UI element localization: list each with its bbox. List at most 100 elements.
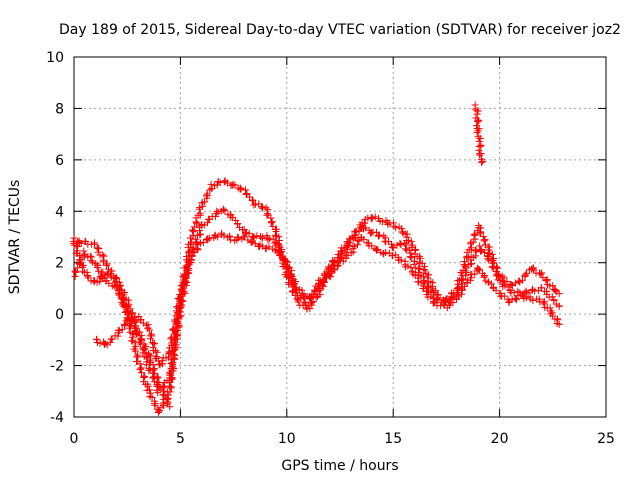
data-point bbox=[294, 298, 302, 306]
data-point bbox=[103, 270, 111, 278]
data-point bbox=[188, 226, 196, 234]
data-point bbox=[334, 251, 342, 259]
data-point bbox=[176, 298, 184, 306]
data-point bbox=[331, 266, 339, 274]
data-point bbox=[143, 321, 151, 329]
x-tick-label: 10 bbox=[278, 431, 296, 447]
data-point bbox=[149, 366, 157, 374]
data-point bbox=[241, 186, 249, 194]
data-point bbox=[531, 287, 539, 295]
data-point bbox=[488, 263, 496, 271]
y-axis-label: SDTVAR / TECUs bbox=[7, 180, 23, 295]
data-point bbox=[351, 243, 359, 251]
data-point bbox=[468, 260, 476, 268]
data-point bbox=[236, 184, 244, 192]
data-point bbox=[471, 105, 479, 113]
x-tick-label: 15 bbox=[384, 431, 402, 447]
y-tick-label: 10 bbox=[46, 50, 64, 66]
chart-title: Day 189 of 2015, Sidereal Day-to-day VTE… bbox=[59, 22, 621, 38]
data-point bbox=[267, 219, 275, 227]
data-point bbox=[334, 262, 342, 270]
data-point bbox=[548, 309, 556, 317]
data-point bbox=[316, 291, 324, 299]
data-point bbox=[402, 241, 410, 249]
data-point bbox=[229, 180, 237, 188]
data-point bbox=[501, 282, 509, 290]
data-point bbox=[550, 297, 558, 305]
data-point bbox=[492, 286, 500, 294]
data-point bbox=[410, 260, 418, 268]
data-point bbox=[185, 260, 193, 268]
data-point bbox=[188, 252, 196, 260]
data-point bbox=[462, 264, 470, 272]
data-point bbox=[405, 246, 413, 254]
data-point bbox=[291, 280, 299, 288]
data-point bbox=[484, 255, 492, 263]
data-point bbox=[124, 296, 132, 304]
data-point bbox=[170, 316, 178, 324]
data-point bbox=[241, 233, 249, 241]
data-point bbox=[416, 265, 424, 273]
data-point bbox=[524, 289, 532, 297]
data-point bbox=[176, 290, 184, 298]
data-point bbox=[216, 179, 224, 187]
data-point bbox=[546, 304, 554, 312]
data-point bbox=[172, 303, 180, 311]
data-point bbox=[151, 401, 159, 409]
data-point bbox=[457, 276, 465, 284]
data-point bbox=[360, 235, 368, 243]
data-point bbox=[420, 266, 428, 274]
data-point bbox=[459, 275, 467, 283]
data-point bbox=[145, 326, 153, 334]
data-point bbox=[203, 192, 211, 200]
data-point bbox=[460, 258, 468, 266]
data-point bbox=[481, 248, 489, 256]
data-point bbox=[407, 237, 415, 245]
data-point bbox=[193, 244, 201, 252]
data-point bbox=[344, 238, 352, 246]
data-point bbox=[70, 234, 78, 242]
data-point bbox=[69, 238, 77, 246]
data-point bbox=[263, 210, 271, 218]
data-point bbox=[166, 388, 174, 396]
data-point bbox=[125, 324, 133, 332]
data-point bbox=[76, 256, 84, 264]
data-point bbox=[327, 273, 335, 281]
data-point bbox=[128, 333, 136, 341]
data-point bbox=[148, 393, 156, 401]
data-point bbox=[474, 127, 482, 135]
data-point bbox=[481, 236, 489, 244]
data-point bbox=[233, 233, 241, 241]
data-point bbox=[279, 253, 287, 261]
data-point bbox=[219, 205, 227, 213]
data-point bbox=[371, 213, 379, 221]
data-point bbox=[316, 284, 324, 292]
data-point bbox=[214, 233, 222, 241]
data-point bbox=[306, 305, 314, 313]
data-point bbox=[477, 142, 485, 150]
data-point bbox=[90, 240, 98, 248]
data-point bbox=[145, 351, 153, 359]
data-point bbox=[388, 251, 396, 259]
data-point bbox=[424, 271, 432, 279]
x-tick-label: 5 bbox=[176, 431, 185, 447]
data-point bbox=[147, 335, 155, 343]
data-point bbox=[474, 118, 482, 126]
data-point bbox=[165, 369, 173, 377]
data-point bbox=[249, 232, 257, 240]
data-point bbox=[320, 278, 328, 286]
data-point bbox=[72, 268, 80, 276]
axis-ticks: 0 5 10 15 20 25 -4 -2 0 2 4 6 8 10 bbox=[46, 50, 615, 447]
data-point bbox=[287, 270, 295, 278]
data-point bbox=[205, 234, 213, 242]
data-point bbox=[293, 295, 301, 303]
data-point bbox=[453, 284, 461, 292]
data-point bbox=[207, 180, 215, 188]
data-point bbox=[151, 369, 159, 377]
data-point bbox=[168, 363, 176, 371]
data-point bbox=[147, 389, 155, 397]
data-point bbox=[406, 253, 414, 261]
data-point bbox=[473, 129, 481, 137]
